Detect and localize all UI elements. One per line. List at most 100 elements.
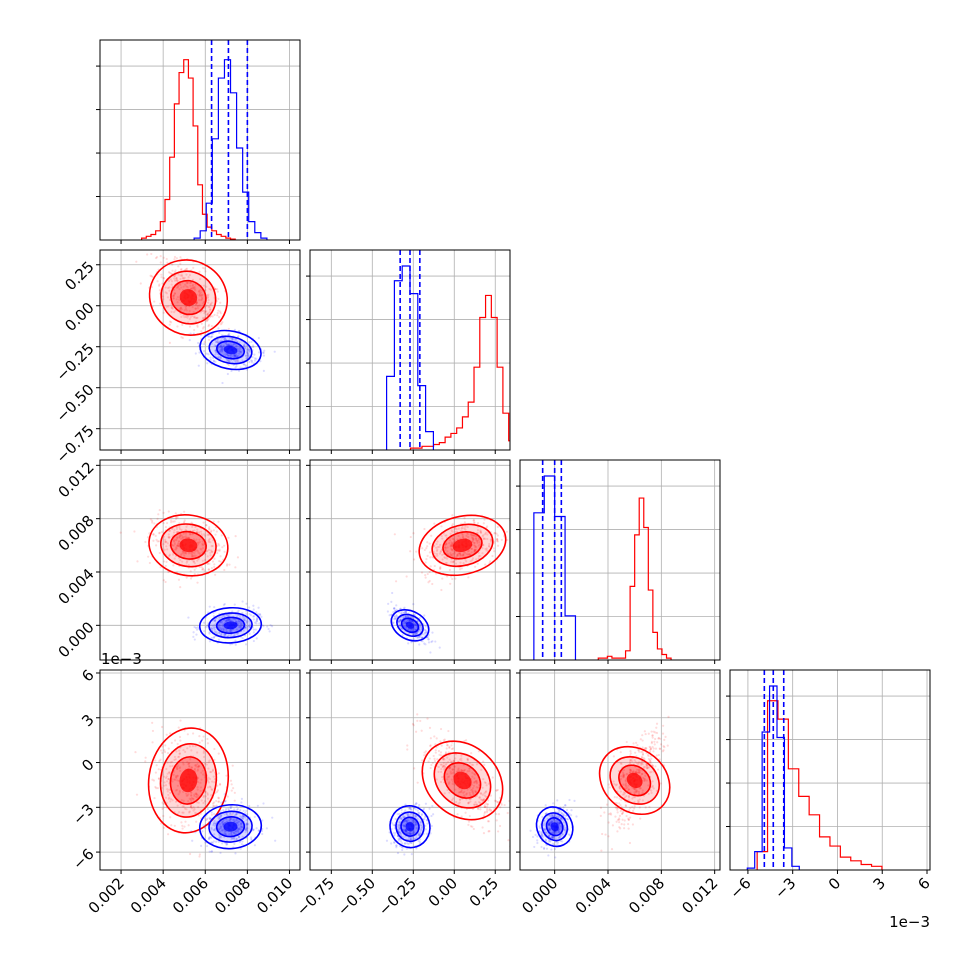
ytick-label-3-4: 6 (78, 666, 97, 685)
scatter-point-red (628, 841, 632, 845)
scatter-point-red (604, 833, 607, 836)
scatter-point-red (663, 746, 666, 749)
scatter-point-blue (388, 614, 391, 617)
scatter-point-blue (262, 369, 265, 372)
scatter-point-red (409, 535, 412, 539)
scatter-point-red (487, 820, 491, 823)
scatter-point-blue (234, 643, 237, 646)
scatter-point-red (182, 314, 185, 317)
scatter-point-red (421, 759, 424, 762)
xtick-label-3-0: −6 (726, 874, 754, 902)
scatter-point-red (207, 338, 211, 341)
scatter-point-red (189, 577, 193, 580)
scatter-point-blue (393, 607, 396, 610)
scatter-point-red (156, 280, 159, 283)
scatter-point-red (482, 831, 486, 835)
scatter-point-red (639, 738, 642, 741)
scatter-point-red (644, 747, 647, 750)
scatter-point-red (168, 341, 171, 344)
scatter-point-red (636, 744, 639, 747)
scatter-point-red (467, 576, 470, 579)
scatter-point-red (164, 286, 167, 289)
scatter-point-red (173, 255, 177, 259)
scatter-point-blue (244, 643, 248, 646)
scatter-point-red (619, 827, 622, 830)
scatter-point-blue (431, 804, 434, 808)
scatter-point-blue (193, 638, 196, 641)
scatter-point-red (166, 247, 168, 249)
scatter-point-red (619, 810, 622, 813)
scatter-point-red (214, 573, 217, 576)
scatter-point-red (663, 738, 666, 742)
scatter-point-red (428, 579, 431, 583)
scatter-point-blue (233, 328, 237, 331)
scatter-point-red (220, 322, 223, 325)
scatter-point-blue (570, 809, 573, 812)
scatter-point-red (394, 580, 398, 583)
scatter-point-red (513, 829, 515, 831)
scatter-point-red (652, 750, 655, 753)
scatter-point-blue (255, 637, 258, 640)
scatter-point-red (175, 278, 178, 281)
scatter-point-red (158, 508, 161, 512)
scatter-point-red (655, 726, 658, 729)
scatter-point-red (198, 855, 201, 858)
scatter-point-red (135, 793, 139, 796)
scatter-point-red (650, 740, 653, 743)
scatter-point-blue (200, 844, 203, 847)
scatter-point-red (424, 576, 427, 579)
contour-blue-3 (535, 806, 574, 848)
scatter-point-red (424, 574, 427, 577)
scatter-point-red (635, 741, 638, 744)
scatter-point-red (207, 298, 210, 302)
scatter-point-blue (206, 807, 209, 811)
scatter-point-red (207, 295, 210, 298)
scatter-point-blue (553, 847, 557, 851)
contour-blue-3 (390, 609, 430, 642)
scatter-point-blue (240, 797, 244, 800)
scatter-point-red (639, 817, 642, 820)
scatter-point-red (547, 871, 549, 873)
scatter-point-red (413, 767, 416, 770)
scatter-point-red (411, 722, 415, 726)
scatter-point-red (185, 576, 188, 579)
scatter-point-red (632, 742, 635, 745)
scatter-point-red (409, 550, 412, 553)
scatter-point-red (431, 582, 434, 586)
scatter-point-blue (430, 814, 433, 818)
scatter-point-blue (252, 639, 255, 643)
scatter-point-red (507, 839, 510, 842)
scatter-point-red (601, 832, 604, 836)
scatter-point-red (183, 276, 186, 279)
scatter-point-red (495, 819, 498, 822)
scatter-point-red (173, 274, 176, 277)
scatter-point-red (428, 570, 431, 574)
scatter-point-blue (191, 839, 194, 842)
scatter-point-red (451, 577, 454, 581)
scatter-point-red (201, 296, 204, 300)
scatter-point-blue (196, 341, 200, 345)
scatter-point-red (503, 803, 506, 807)
xtick-label-0-0: 0.002 (85, 874, 128, 917)
contour-red-3 (148, 514, 229, 577)
scatter-point-red (393, 533, 396, 536)
scatter-point-red (469, 825, 473, 828)
scatter-point-red (185, 285, 188, 288)
ytick-label-1-0: −0.75 (52, 422, 97, 467)
scatter-point-red (649, 748, 652, 752)
scatter-point-red (429, 744, 432, 747)
scatter-point-red (465, 739, 468, 742)
scatter-point-red (467, 823, 470, 826)
xtick-label-1-0: −0.75 (293, 874, 338, 919)
scatter-point-red (168, 289, 171, 292)
scatter-point-blue (223, 793, 226, 796)
scatter-point-red (609, 813, 613, 816)
scatter-point-red (616, 818, 620, 822)
scatter-point-red (144, 760, 147, 763)
panel-frame-2-2 (519, 459, 721, 661)
scatter-point-red (180, 273, 183, 276)
scatter-point-red (173, 292, 177, 295)
scatter-point-red (433, 522, 436, 525)
scatter-point-blue (208, 850, 211, 853)
scatter-point-blue (565, 808, 569, 812)
